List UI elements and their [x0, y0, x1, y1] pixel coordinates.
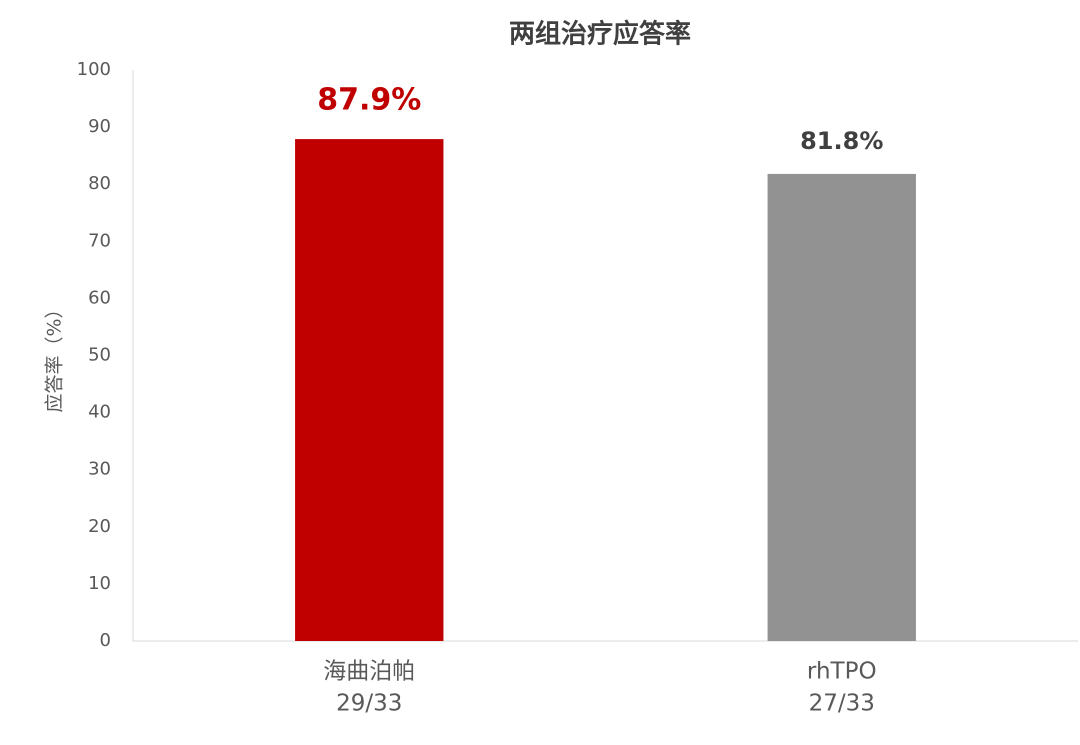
- y-tick-label: 80: [88, 173, 111, 194]
- y-tick-label: 90: [88, 116, 111, 137]
- y-axis-label: 应答率（%）: [44, 299, 66, 412]
- x-tick-sublabel: 29/33: [336, 691, 402, 717]
- x-tick-sublabel: 27/33: [809, 691, 875, 717]
- y-tick-label: 0: [100, 630, 111, 651]
- y-tick-label: 50: [88, 345, 111, 366]
- y-tick-label: 70: [88, 230, 111, 251]
- bar: [767, 173, 916, 641]
- y-tick-label: 100: [77, 59, 111, 80]
- chart-title: 两组治疗应答率: [509, 19, 691, 50]
- y-tick-label: 20: [88, 516, 111, 537]
- value-label: 87.9%: [317, 83, 421, 118]
- x-tick-label: 海曲泊帕: [323, 659, 415, 685]
- x-tick-label: rhTPO: [807, 659, 877, 685]
- y-tick-label: 10: [88, 573, 111, 594]
- y-tick-label: 40: [88, 402, 111, 423]
- y-tick-label: 60: [88, 287, 111, 308]
- y-tick-label: 30: [88, 459, 111, 480]
- bar: [295, 139, 444, 641]
- value-label: 81.8%: [800, 127, 883, 155]
